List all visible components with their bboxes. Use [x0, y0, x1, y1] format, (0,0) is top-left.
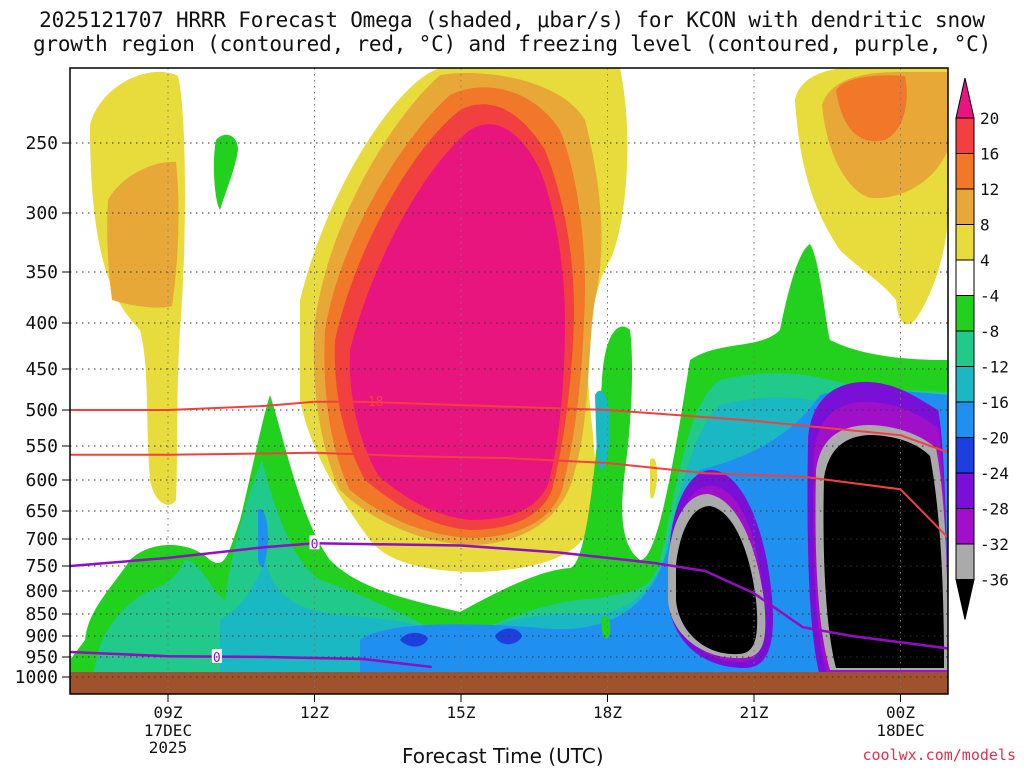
colorbar-label-0: 20 — [980, 109, 999, 128]
x-tick-label-00Z: 00Z — [886, 703, 915, 722]
title-line-1: 2025121707 HRRR Forecast Omega (shaded, … — [39, 8, 985, 32]
colorbar-swatch-3 — [955, 188, 975, 225]
omega-black-2 — [823, 435, 944, 668]
footer-credit: coolwx.com/models — [862, 746, 1016, 764]
colorbar-label-12: -32 — [980, 535, 1009, 554]
x-tick-label-21Z: 21Z — [740, 703, 769, 722]
y-tick-label-650: 650 — [25, 501, 58, 522]
colorbar-top-arrow — [955, 77, 975, 119]
y-tick-label-700: 700 — [25, 529, 58, 550]
colorbar-label-11: -28 — [980, 500, 1009, 519]
y-tick-label-800: 800 — [25, 581, 58, 602]
y-tick-label-1000: 1000 — [15, 667, 58, 688]
colorbar-swatch-6 — [955, 295, 975, 332]
x-tick-label-09Z: 09Z — [154, 703, 183, 722]
dendritic-contour-label: -18 — [360, 395, 383, 410]
omega-black-1 — [676, 506, 758, 655]
colorbar-swatch-11 — [955, 472, 975, 509]
colorbar-label-5: -4 — [980, 287, 999, 306]
colorbar: 20 16 12 8 4 -4 -8 -12 -16 -20 -24 -28 -32 -36 — [955, 77, 1009, 620]
omega-main-20 — [349, 124, 565, 521]
colorbar-swatch-1 — [955, 117, 975, 154]
colorbar-swatch-13 — [955, 543, 975, 580]
x-tick-sublabel-17DEC: 17DEC — [144, 721, 192, 740]
omega-blob-4 — [650, 458, 658, 499]
grid-lines — [70, 68, 948, 694]
x-axis-title: Forecast Time (UTC) — [402, 744, 604, 768]
colorbar-swatch-8 — [955, 366, 975, 403]
colorbar-swatch-5 — [955, 259, 975, 296]
plot-frame — [69, 67, 949, 695]
freezing-label-bg-0 — [309, 535, 320, 550]
y-tick-label-550: 550 — [25, 436, 58, 457]
colorbar-label-3: 8 — [980, 216, 990, 235]
colorbar-swatch-7 — [955, 330, 975, 367]
colorbar-label-4: 4 — [980, 251, 990, 270]
colorbar-label-7: -12 — [980, 358, 1009, 377]
omega-shading — [70, 68, 948, 686]
freezing-label-bg-1 — [211, 649, 222, 663]
x-tick-label-12Z: 12Z — [300, 703, 329, 722]
colorbar-label-10: -24 — [980, 464, 1009, 483]
freezing-contour-label-0: 0 — [311, 537, 319, 552]
omega-teal-island — [258, 508, 268, 568]
y-tick-label-850: 850 — [25, 604, 58, 625]
dendritic-lower-contour — [70, 451, 948, 540]
y-tick-label-900: 900 — [25, 626, 58, 647]
y-tick-label-300: 300 — [25, 203, 58, 224]
contour-lines: 00 — [70, 400, 948, 669]
y-tick-label-950: 950 — [25, 647, 58, 668]
y-tick-label-350: 350 — [25, 262, 58, 283]
x-tick-sublabel-2025: 2025 — [149, 738, 188, 757]
colorbar-label-2: 12 — [980, 180, 999, 199]
dendritic-upper-contour — [70, 400, 948, 454]
colorbar-label-13: -36 — [980, 571, 1009, 590]
freezing-upper-contour — [70, 542, 948, 650]
colorbar-swatch-4 — [955, 224, 975, 261]
freezing-lower-contour — [70, 650, 432, 669]
y-tick-label-400: 400 — [25, 313, 58, 334]
omega-right-top-12 — [836, 75, 907, 142]
y-tick-label-500: 500 — [25, 400, 58, 421]
y-tick-label-750: 750 — [25, 556, 58, 577]
x-tick-label-15Z: 15Z — [447, 703, 476, 722]
colorbar-label-1: 16 — [980, 145, 999, 164]
colorbar-swatch-2 — [955, 153, 975, 190]
colorbar-swatch-12 — [955, 508, 975, 545]
y-tick-label-600: 600 — [25, 470, 58, 491]
colorbar-label-6: -8 — [980, 322, 999, 341]
omega-left-tower-8 — [107, 161, 179, 308]
y-tick-label-250: 250 — [25, 133, 58, 154]
y-axis: 2503003504004505005506006507007508008509… — [15, 133, 70, 688]
x-tick-label-18Z: 18Z — [593, 703, 622, 722]
omega-lower-blue — [360, 389, 948, 686]
freezing-contour-label-1: 0 — [213, 651, 221, 666]
title-line-2: growth region (contoured, red, °C) and f… — [32, 32, 992, 56]
colorbar-swatch-10 — [955, 437, 975, 474]
y-tick-label-450: 450 — [25, 359, 58, 380]
x-tick-sublabel-18DEC: 18DEC — [876, 721, 924, 740]
colorbar-bottom-arrow — [955, 579, 975, 620]
colorbar-swatch-9 — [955, 401, 975, 438]
colorbar-label-8: -16 — [980, 393, 1009, 412]
chart-title: 2025121707 HRRR Forecast Omega (shaded, … — [0, 8, 1024, 56]
ground-surface — [70, 672, 948, 694]
colorbar-label-9: -20 — [980, 429, 1009, 448]
